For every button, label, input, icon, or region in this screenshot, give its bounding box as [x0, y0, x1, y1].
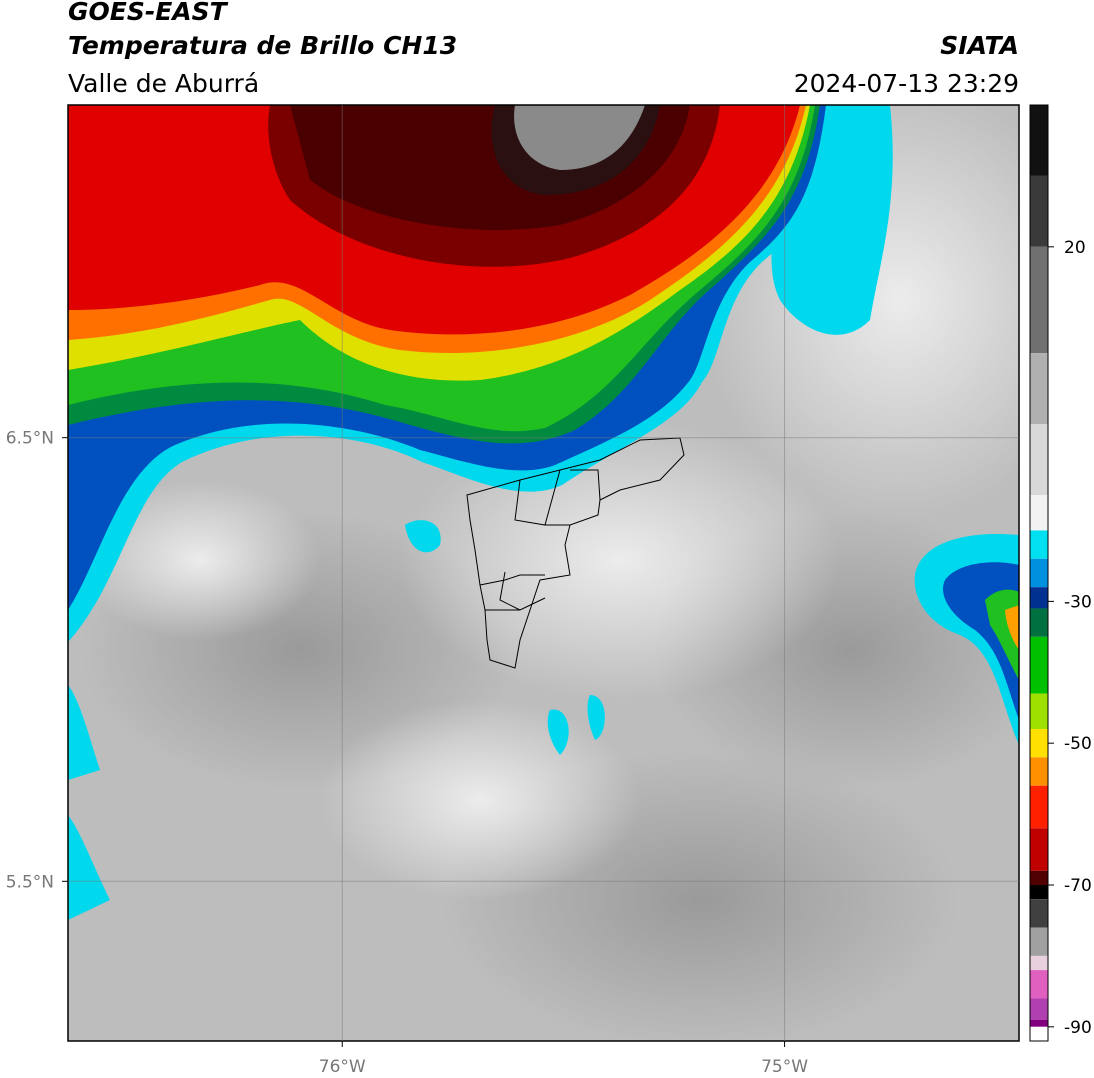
- y-tick-label: 5.5°N: [6, 872, 54, 892]
- map-frame: [67, 104, 1020, 1042]
- colorbar-segment: [1030, 530, 1048, 559]
- subtitle: Temperatura de Brillo CH13: [68, 31, 457, 60]
- colorbar-frame: [1029, 104, 1049, 1042]
- colorbar-segment: [1030, 636, 1048, 694]
- colorbar-segment: [1030, 955, 1048, 971]
- x-tick-label: 75°W: [761, 1057, 808, 1077]
- colorbar-segment: [1030, 424, 1048, 495]
- colorbar-segment: [1030, 927, 1048, 956]
- colorbar-segment: [1030, 970, 1048, 999]
- colorbar-segment: [1030, 693, 1048, 729]
- colorbar-segment: [1030, 353, 1048, 425]
- colorbar-segment: [1030, 558, 1048, 588]
- colorbar-segment: [1030, 175, 1048, 247]
- x-tick-label: 76°W: [319, 1057, 366, 1077]
- colorbar-segment: [1030, 998, 1048, 1020]
- colorbar-tick-label: -90: [1064, 1018, 1092, 1038]
- datetime: 2024-07-13 23:29: [794, 69, 1019, 98]
- colorbar-segment: [1030, 870, 1048, 885]
- title: GOES-EAST: [68, 0, 229, 26]
- colorbar-segment: [1030, 608, 1048, 637]
- colorbar-tick-label: -50: [1064, 734, 1092, 754]
- colorbar-segment: [1030, 757, 1048, 786]
- colorbar-segment: [1030, 828, 1048, 871]
- colorbar-segment: [1030, 885, 1048, 900]
- colorbar-segment: [1030, 785, 1048, 829]
- colorbar-segment: [1030, 105, 1048, 176]
- colorbar-tick-label: 20: [1064, 238, 1086, 258]
- colorbar-segment: [1030, 587, 1048, 609]
- colorbar-tick-label: -30: [1064, 592, 1092, 612]
- region: Valle de Aburrá: [68, 69, 259, 98]
- source: SIATA: [940, 31, 1019, 60]
- colorbar-segment: [1030, 246, 1048, 354]
- y-tick-label: 6.5°N: [6, 429, 54, 449]
- colorbar-tick-label: -70: [1064, 876, 1092, 896]
- colorbar-segment: [1030, 495, 1048, 531]
- colorbar-segment: [1030, 729, 1048, 758]
- colorbar-segment: [1030, 1026, 1048, 1041]
- colorbar-segment: [1030, 1019, 1048, 1027]
- colorbar-segment: [1030, 899, 1048, 928]
- satellite-image: [68, 105, 1019, 1041]
